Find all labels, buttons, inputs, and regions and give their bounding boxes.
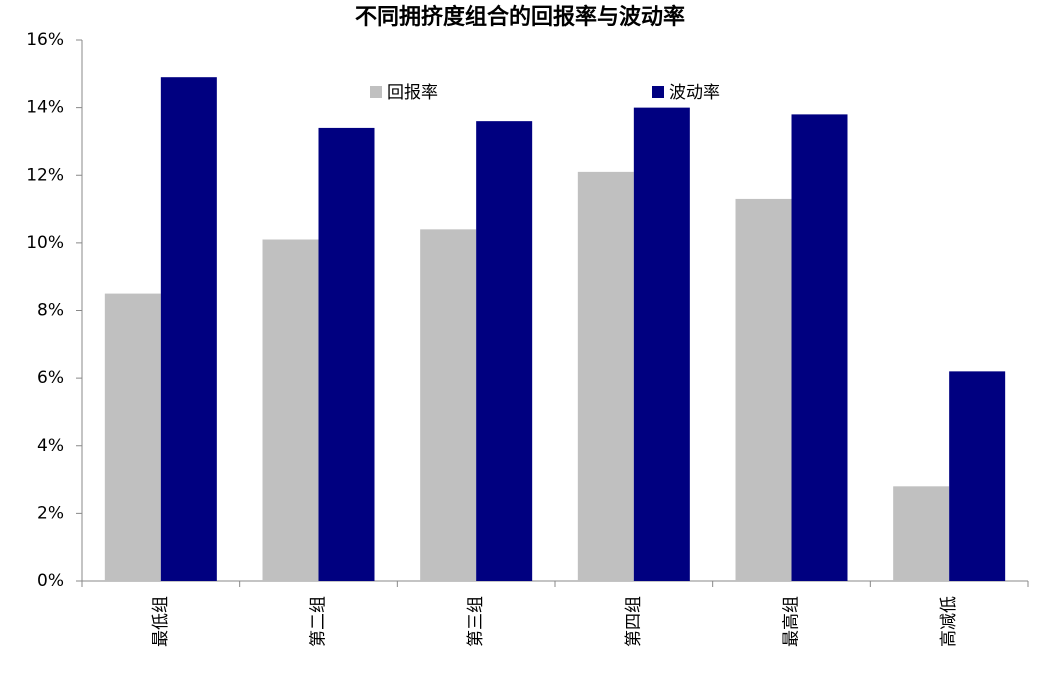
x-tick-label: 最高组 [782,596,802,647]
bar [949,371,1006,581]
y-tick-label: 2% [37,503,64,523]
y-tick-label: 12% [26,165,64,185]
bar [633,107,690,581]
y-tick-label: 16% [26,30,64,50]
bar [160,77,217,581]
y-tick-label: 4% [37,436,64,456]
bar [262,239,319,581]
bar [104,293,161,581]
x-tick-label: 最低组 [151,596,171,647]
y-tick-label: 6% [37,368,64,388]
legend-swatch [652,86,664,98]
x-tick-label: 第三组 [466,596,486,647]
bar [420,229,477,581]
y-tick-label: 8% [37,301,64,321]
bar [318,127,375,581]
legend-label: 回报率 [387,83,438,103]
bar [735,198,792,581]
y-tick-label: 0% [37,571,64,591]
x-tick-label: 第二组 [309,596,329,647]
bar [893,486,950,581]
legend-swatch [370,86,382,98]
x-tick-label: 第四组 [624,596,644,647]
y-tick-label: 10% [26,233,64,253]
bar [577,171,634,581]
chart-title: 不同拥挤度组合的回报率与波动率 [355,4,685,30]
bar [791,114,848,581]
y-tick-label: 14% [26,98,64,118]
bar [476,121,533,582]
x-tick-label: 高减低 [939,596,959,647]
legend-label: 波动率 [669,83,720,103]
